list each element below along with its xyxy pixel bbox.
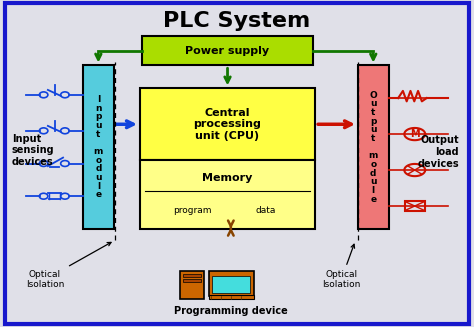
Bar [183, 279, 201, 282]
Bar [83, 65, 114, 229]
Text: I
n
p
u
t
 
m
o
d
u
l
e: I n p u t m o d u l e [94, 95, 103, 199]
Bar [140, 88, 315, 160]
Text: Optical
Isolation: Optical Isolation [26, 242, 111, 289]
Bar [140, 160, 315, 229]
Text: Power supply: Power supply [185, 46, 270, 56]
Text: O
u
t
p
u
t
 
m
o
d
u
l
e: O u t p u t m o d u l e [369, 91, 378, 203]
Bar [142, 36, 313, 65]
Text: Input
sensing
devices: Input sensing devices [12, 134, 55, 167]
Text: Optical
Isolation: Optical Isolation [322, 244, 360, 289]
Bar [405, 201, 425, 211]
Text: PLC System: PLC System [164, 11, 310, 31]
Text: M: M [410, 129, 419, 139]
Bar [209, 295, 254, 299]
Bar [358, 65, 389, 229]
Bar [180, 271, 204, 299]
FancyBboxPatch shape [5, 3, 469, 324]
Text: Central
processing
unit (CPU): Central processing unit (CPU) [193, 108, 262, 141]
Bar [212, 276, 250, 293]
Text: Output
load
devices: Output load devices [417, 135, 459, 169]
Text: Programming device: Programming device [174, 306, 288, 316]
Bar [183, 274, 201, 277]
Text: data: data [256, 206, 276, 215]
Text: program: program [173, 206, 212, 215]
Text: Memory: Memory [202, 173, 253, 183]
Bar [209, 271, 254, 296]
